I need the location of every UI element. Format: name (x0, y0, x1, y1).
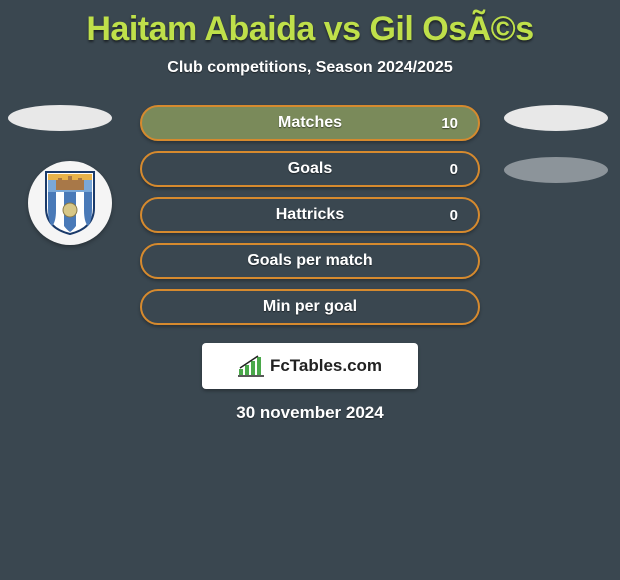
club-badge (28, 161, 112, 245)
stat-value: 0 (450, 161, 458, 178)
stat-value: 0 (450, 207, 458, 224)
stat-row: Goals per match (140, 243, 480, 279)
date-label: 30 november 2024 (0, 403, 620, 423)
stat-row: Min per goal (140, 289, 480, 325)
stat-row: Matches10 (140, 105, 480, 141)
stat-label: Hattricks (142, 206, 478, 224)
player-left-placeholder (8, 105, 112, 131)
player-right-placeholder-2 (504, 157, 608, 183)
stat-row: Goals0 (140, 151, 480, 187)
bar-chart-icon (238, 355, 264, 377)
stats-table: Matches10Goals0Hattricks0Goals per match… (140, 105, 480, 325)
logo-text: FcTables.com (270, 356, 382, 376)
page-title: Haitam Abaida vs Gil OsÃ©s (0, 0, 620, 49)
stat-label: Min per goal (142, 298, 478, 316)
stat-label: Goals per match (142, 252, 478, 270)
stat-value: 10 (441, 115, 458, 132)
stat-row: Hattricks0 (140, 197, 480, 233)
stat-label: Matches (142, 114, 478, 132)
player-right-placeholder-1 (504, 105, 608, 131)
content-area: Matches10Goals0Hattricks0Goals per match… (0, 105, 620, 423)
subtitle: Club competitions, Season 2024/2025 (0, 59, 620, 77)
stat-label: Goals (142, 160, 478, 178)
fctables-logo[interactable]: FcTables.com (202, 343, 418, 389)
malaga-crest-icon (42, 170, 98, 236)
